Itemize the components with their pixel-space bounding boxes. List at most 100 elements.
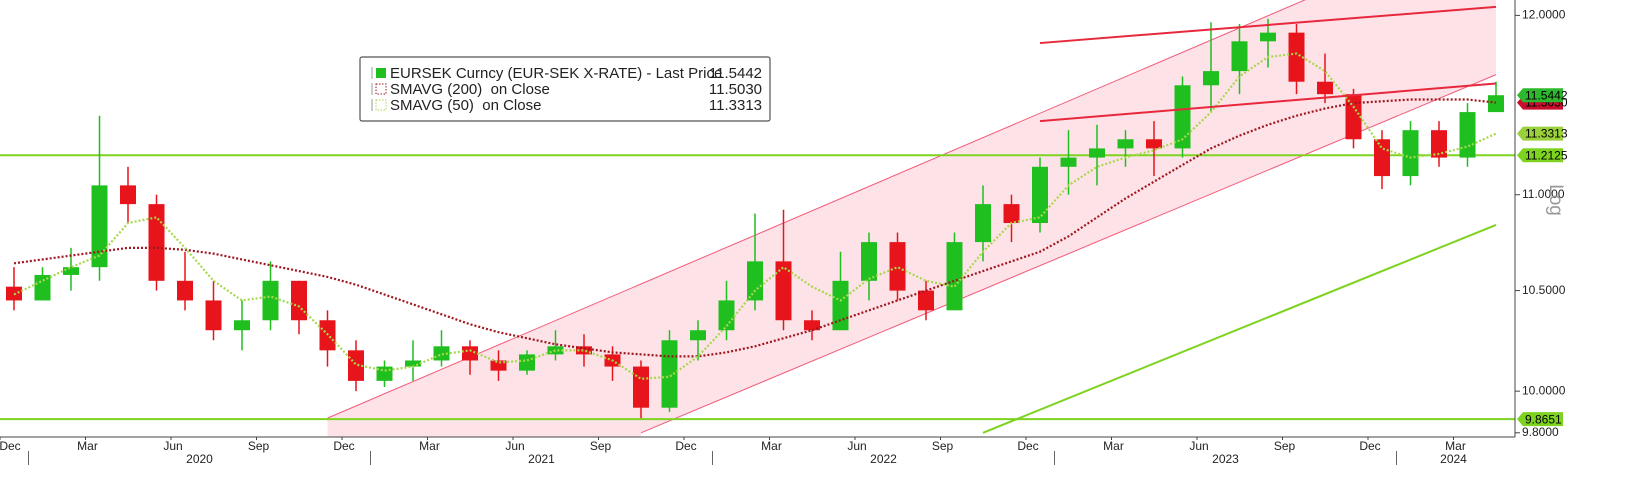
candle-body	[120, 185, 136, 205]
scale-label: Log	[1545, 184, 1566, 216]
y-tick-label: 12.0000	[1522, 8, 1566, 22]
candle-body	[1459, 112, 1476, 158]
candle-body	[348, 350, 364, 381]
candle-body	[376, 366, 393, 381]
y-tick-label: 11.0000	[1522, 187, 1565, 201]
candle-body	[234, 320, 250, 331]
candle-body	[1260, 32, 1276, 42]
legend: EURSEK Curncy (EUR-SEK X-RATE) - Last Pr…	[359, 56, 771, 122]
candle-body	[63, 267, 79, 275]
year-label: 2021	[528, 452, 555, 466]
candle-body	[804, 320, 820, 331]
plot-area	[0, 0, 1515, 437]
price-tag-label: 9.8651	[1525, 412, 1562, 426]
candle-body	[262, 280, 279, 321]
x-tick-label: Mar	[1103, 439, 1124, 453]
candle-body	[861, 242, 877, 281]
candle-body	[1345, 94, 1362, 140]
year-label: 2023	[1212, 452, 1239, 466]
x-tick-label: Dec	[1359, 439, 1380, 453]
legend-swatch	[375, 99, 387, 111]
y-tick-label: 10.0000	[1522, 383, 1566, 397]
x-tick-label: Mar	[77, 439, 98, 453]
channel-line	[327, 0, 1306, 419]
candle-body	[1146, 139, 1162, 149]
candle-body	[918, 290, 934, 311]
candle-body	[205, 300, 222, 331]
candle-body	[1089, 148, 1105, 158]
legend-value: 11.5030	[709, 81, 762, 98]
candle-body	[1060, 157, 1077, 167]
candle-body	[519, 354, 535, 371]
candle-body	[690, 330, 706, 341]
x-tick-label: Sep	[248, 439, 270, 453]
legend-label: EURSEK Curncy (EUR-SEK X-RATE) - Last Pr…	[390, 65, 722, 82]
candle-body	[148, 204, 165, 281]
legend-label: SMAVG (50) on Close	[390, 97, 541, 114]
candle-body	[889, 242, 906, 291]
legend-box	[359, 56, 771, 122]
candle-body	[1317, 81, 1333, 95]
legend-swatch	[376, 68, 386, 78]
candle-body	[1488, 95, 1504, 113]
candle-body	[291, 280, 307, 321]
candle-body	[775, 261, 792, 321]
candle-body	[547, 346, 564, 355]
x-tick-label: Sep	[590, 439, 612, 453]
candle-body	[490, 360, 507, 371]
candle-body	[1032, 166, 1048, 224]
candle-body	[1117, 139, 1134, 149]
channel-fill	[327, 0, 1496, 437]
candle-body	[1288, 32, 1305, 82]
price-tag	[1517, 412, 1563, 427]
candle-body	[462, 346, 478, 361]
x-tick-label: Mar	[419, 439, 440, 453]
price-tag	[1517, 148, 1563, 163]
year-label: 2024	[1440, 452, 1467, 466]
price-tag	[1517, 88, 1563, 103]
candle-body	[946, 242, 963, 311]
trend-line	[982, 223, 1497, 434]
candle-body	[975, 204, 991, 243]
x-tick-label: Jun	[1189, 439, 1208, 453]
legend-value: 11.5442	[709, 65, 762, 82]
x-tick-label: Sep	[1274, 439, 1296, 453]
legend-value: 11.3313	[709, 97, 762, 114]
candle-body	[1003, 204, 1020, 224]
candle-body	[433, 346, 450, 361]
x-tick-label: Dec	[0, 439, 21, 453]
price-tag-label: 11.3313	[1525, 127, 1568, 141]
candle-body	[1374, 139, 1390, 177]
candle-body	[34, 274, 51, 301]
moving-average-line	[13, 52, 1497, 380]
year-label: 2020	[186, 452, 213, 466]
candle-body	[576, 346, 592, 355]
price-tag	[1517, 126, 1563, 141]
y-tick-label: 10.5000	[1522, 283, 1566, 297]
candle-body	[832, 280, 849, 331]
candle-body	[633, 366, 649, 408]
moving-average-line	[13, 98, 1497, 358]
candle-body	[1231, 41, 1248, 72]
candle-body	[405, 360, 421, 367]
x-tick-label: Jun	[505, 439, 524, 453]
candle-body	[1203, 71, 1219, 86]
candle-body	[747, 261, 763, 301]
x-tick-label: Jun	[163, 439, 182, 453]
x-tick-label: Mar	[761, 439, 782, 453]
x-tick-label: Dec	[333, 439, 354, 453]
trend-line	[1039, 5, 1497, 45]
candle-body	[1402, 130, 1419, 177]
price-tag-label: 11.2125	[1525, 148, 1568, 162]
trend-line	[1039, 82, 1497, 123]
x-tick-label: Dec	[1017, 439, 1038, 453]
candle-body	[1174, 85, 1191, 149]
x-tick-label: Jun	[847, 439, 866, 453]
x-tick-label: Dec	[675, 439, 696, 453]
y-tick-label: 9.8000	[1522, 425, 1559, 439]
price-tag-label: 11.5442	[1525, 88, 1568, 102]
axes: 12.0000 11.0000 10.5000 10.0000 9.8000 Log 11.…	[0, 0, 1568, 466]
candle-body	[177, 280, 193, 301]
year-label: 2022	[870, 452, 897, 466]
